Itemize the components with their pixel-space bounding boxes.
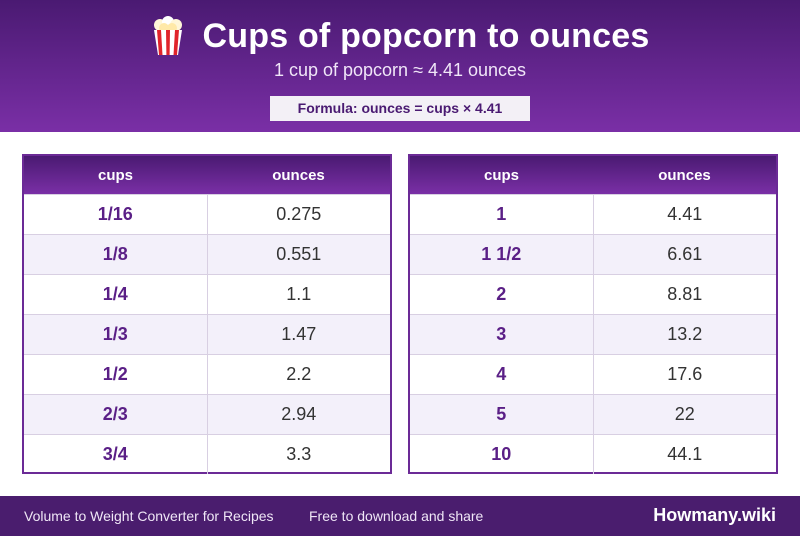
table-header: cups ounces xyxy=(24,156,390,194)
column-header-ounces: ounces xyxy=(272,166,325,184)
ounces-cell: 2.94 xyxy=(281,404,317,424)
title-row: Cups of popcorn to ounces xyxy=(0,14,800,58)
cups-cell: 1/4 xyxy=(24,275,208,314)
cups-cell: 3 xyxy=(410,315,594,354)
ounces-cell: 4.41 xyxy=(667,204,703,224)
table-row: 2 8.81 xyxy=(410,274,776,314)
popcorn-icon xyxy=(151,16,185,56)
cups-cell: 10 xyxy=(410,435,594,474)
table-row: 1/2 2.2 xyxy=(24,354,390,394)
formula-badge: Formula: ounces = cups × 4.41 xyxy=(270,96,530,121)
ounces-cell: 3.3 xyxy=(286,444,312,464)
cups-cell: 2/3 xyxy=(24,395,208,434)
table-row: 1 1/2 6.61 xyxy=(410,234,776,274)
footer-bar: Volume to Weight Converter for Recipes F… xyxy=(0,496,800,536)
table-row: 5 22 xyxy=(410,394,776,434)
cups-cell: 3/4 xyxy=(24,435,208,474)
cups-cell: 1/16 xyxy=(24,195,208,234)
page-title: Cups of popcorn to ounces xyxy=(202,16,650,55)
table-row: 1/3 1.47 xyxy=(24,314,390,354)
table-row: 3/4 3.3 xyxy=(24,434,390,474)
ounces-cell: 13.2 xyxy=(667,324,703,344)
ounces-cell: 2.2 xyxy=(286,364,312,384)
cups-cell: 2 xyxy=(410,275,594,314)
cups-cell: 5 xyxy=(410,395,594,434)
table-row: 1/8 0.551 xyxy=(24,234,390,274)
ounces-cell: 0.551 xyxy=(276,244,322,264)
cups-cell: 1/8 xyxy=(24,235,208,274)
ounces-cell: 22 xyxy=(674,404,695,424)
cups-cell: 1/2 xyxy=(24,355,208,394)
table-row: 1/16 0.275 xyxy=(24,194,390,234)
footer-description: Volume to Weight Converter for Recipes xyxy=(24,508,274,524)
ounces-cell: 44.1 xyxy=(667,444,703,464)
conversion-table-left: cups ounces 1/16 0.275 1/8 0.551 1/4 1.1… xyxy=(22,154,392,474)
ounces-cell: 17.6 xyxy=(667,364,703,384)
cups-cell: 1 1/2 xyxy=(410,235,594,274)
cups-cell: 1/3 xyxy=(24,315,208,354)
table-row: 10 44.1 xyxy=(410,434,776,474)
table-row: 3 13.2 xyxy=(410,314,776,354)
column-header-cups: cups xyxy=(97,166,133,184)
header-banner: Cups of popcorn to ounces 1 cup of popco… xyxy=(0,0,800,132)
column-header-cups: cups xyxy=(483,166,519,184)
ounces-cell: 8.81 xyxy=(667,284,703,304)
ounces-cell: 0.275 xyxy=(276,204,322,224)
table-row: 4 17.6 xyxy=(410,354,776,394)
ounces-cell: 1.47 xyxy=(281,324,317,344)
table-row: 1/4 1.1 xyxy=(24,274,390,314)
footer-tagline: Free to download and share xyxy=(309,508,484,524)
table-header: cups ounces xyxy=(410,156,776,194)
cups-cell: 4 xyxy=(410,355,594,394)
table-row: 2/3 2.94 xyxy=(24,394,390,434)
conversion-table-right: cups ounces 1 4.41 1 1/2 6.61 2 8.81 3 1… xyxy=(408,154,778,474)
column-header-ounces: ounces xyxy=(658,166,711,184)
ounces-cell: 1.1 xyxy=(286,284,312,304)
brand-logo-text[interactable]: Howmany.wiki xyxy=(653,505,776,525)
table-row: 1 4.41 xyxy=(410,194,776,234)
ounces-cell: 6.61 xyxy=(667,244,703,264)
conversion-subtitle: 1 cup of popcorn ≈ 4.41 ounces xyxy=(273,60,527,80)
cups-cell: 1 xyxy=(410,195,594,234)
